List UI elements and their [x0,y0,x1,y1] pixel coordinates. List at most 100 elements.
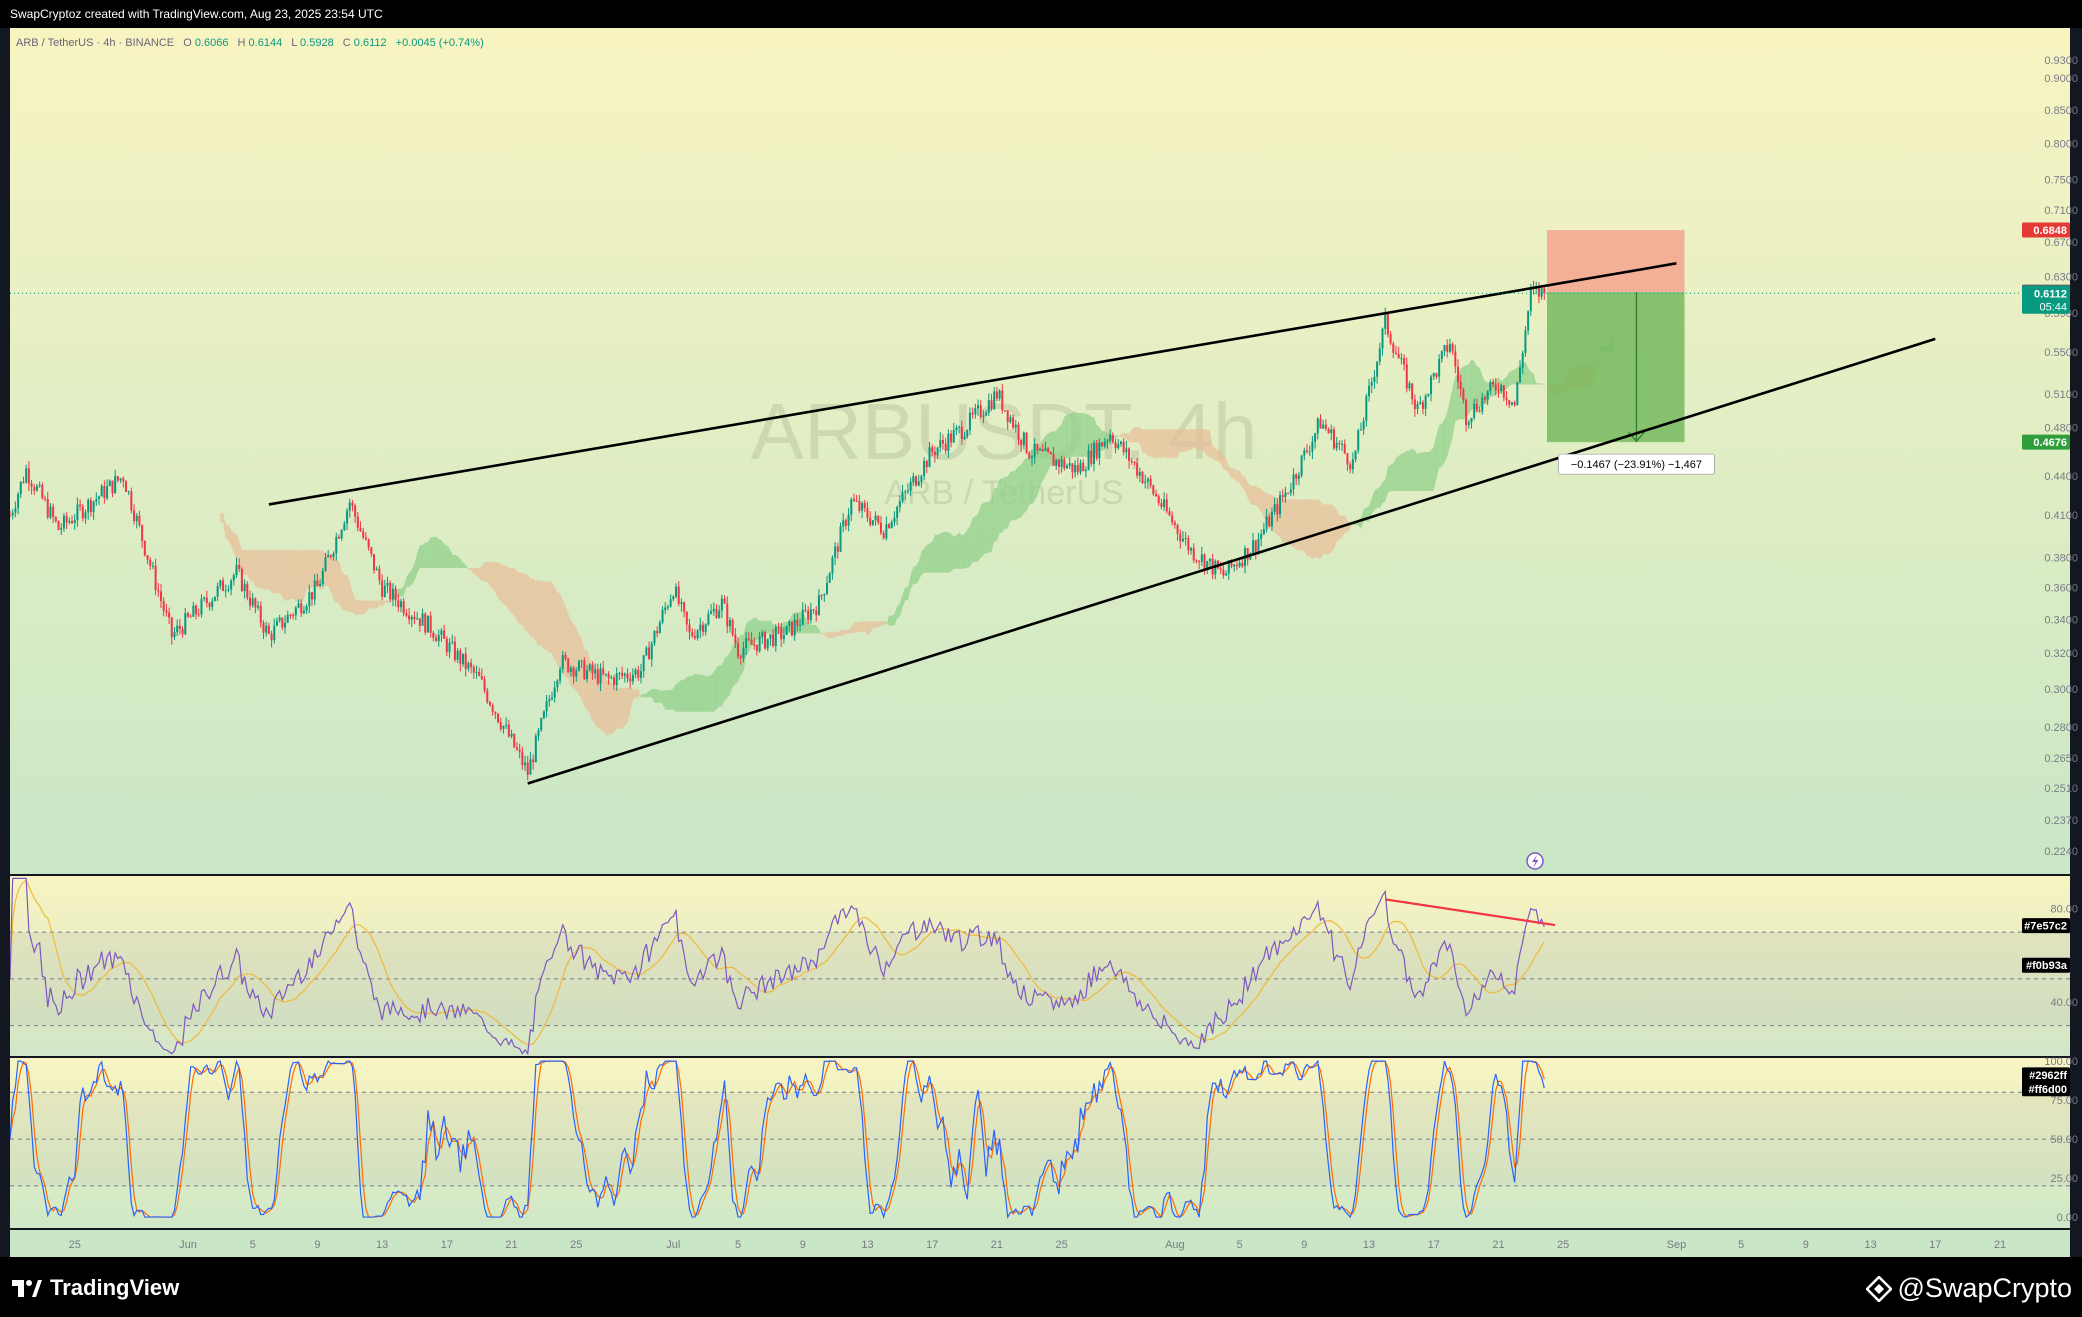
candle-body [1095,443,1098,459]
candle-body [1187,538,1190,551]
candle [831,555,834,580]
candle [486,687,489,704]
cloud-segment [889,615,892,626]
candle [440,628,443,642]
cloud-segment [872,621,876,629]
candle-body [645,647,648,656]
rsi-pane[interactable] [10,876,2070,1056]
candle [1071,463,1074,479]
trendline-lower[interactable] [527,337,1936,785]
candle [346,508,349,531]
candle-body [629,678,632,682]
candle [529,751,532,775]
tradingview-logo[interactable]: TradingView [12,1275,179,1301]
candle-body [1173,522,1176,525]
candle-body [664,607,667,611]
candle-body [1252,540,1255,554]
candle [1440,350,1443,363]
candle-body [108,480,111,487]
candle [1510,402,1513,406]
candle-body [1087,450,1090,470]
cloud-segment [902,587,906,608]
candle [933,446,936,463]
cloud-segment [1544,384,1547,385]
cloud-segment [969,517,973,568]
candle-body [850,499,853,515]
candle [146,554,149,565]
trendline-upper[interactable] [268,262,1677,506]
candle [235,557,238,579]
candle-body [1408,383,1411,389]
bearish-divergence-line[interactable] [1385,898,1556,927]
candle [1179,529,1182,549]
cloud-segment [1037,442,1041,496]
candle [1268,513,1271,527]
cloud-segment [1536,383,1539,385]
candle [1273,497,1276,516]
candle-body [76,504,79,521]
candle-body [1362,420,1365,430]
candle [151,561,154,570]
candle [701,621,705,637]
cloud-segment [1188,429,1192,451]
cloud-segment [1193,429,1197,449]
candle [189,614,192,618]
candle-body [1341,443,1344,445]
candle [389,580,392,603]
candle [1394,345,1398,355]
candle-body [906,490,909,492]
candle [839,522,842,552]
candle-body [1451,344,1454,352]
candle-body [402,601,405,614]
undefined: #7e57c2 [2024,921,2067,933]
cloud-segment [899,594,903,617]
candle [693,629,696,640]
candle [1287,492,1290,495]
candle [774,624,777,652]
candle-body [542,711,545,719]
candle [629,672,632,689]
candle-body [232,575,235,581]
candle-body [432,632,435,638]
candle [456,648,459,663]
cloud-segment [290,550,294,600]
candle-body [257,605,260,608]
cloud-segment [702,675,706,712]
candle [977,399,980,416]
cloud-segment [1199,429,1202,452]
cloud-segment [1417,452,1421,491]
candle-body [208,603,211,607]
candle-body [49,506,52,518]
stoch-pane[interactable] [10,1058,2070,1228]
cloud-segment [1320,501,1324,559]
candle-body [955,427,958,431]
candle [248,590,251,611]
cloud-segment [1231,467,1235,480]
candle-body [313,580,316,600]
lightning-icon[interactable] [1526,852,1544,870]
time-axis-labels[interactable]: 25 Jun 5 9 13 17 21 25 Jul 5 9 13 17 21 25 Aug 5 9 13 17 21 2… [69,1239,2007,1251]
candle [820,594,823,601]
candle [995,387,998,402]
cloud-segment [1439,423,1442,468]
cloud-segment [274,550,277,595]
tradingview-brand: TradingView [50,1275,180,1300]
candle [327,549,330,558]
take-profit-zone[interactable] [1546,292,1685,443]
candle [1109,429,1112,445]
candle-body [351,502,354,506]
candle-body [1241,562,1244,567]
candle-body [960,426,963,440]
candle-body [459,650,462,665]
candle [623,672,626,683]
price-axis[interactable]: 0.93000.90000.85000.80000.75000.71000.67… [2044,55,2078,858]
candle-body [141,525,144,541]
time-axis[interactable] [10,1230,2070,1257]
candle-body [782,634,785,640]
cloud-segment [374,600,377,609]
chart-area[interactable]: ARBUSDT, 4h ARB / TetherUS 0.93000.90000… [0,28,2082,1257]
cloud-segment [282,550,286,602]
candle-body [1012,417,1015,428]
